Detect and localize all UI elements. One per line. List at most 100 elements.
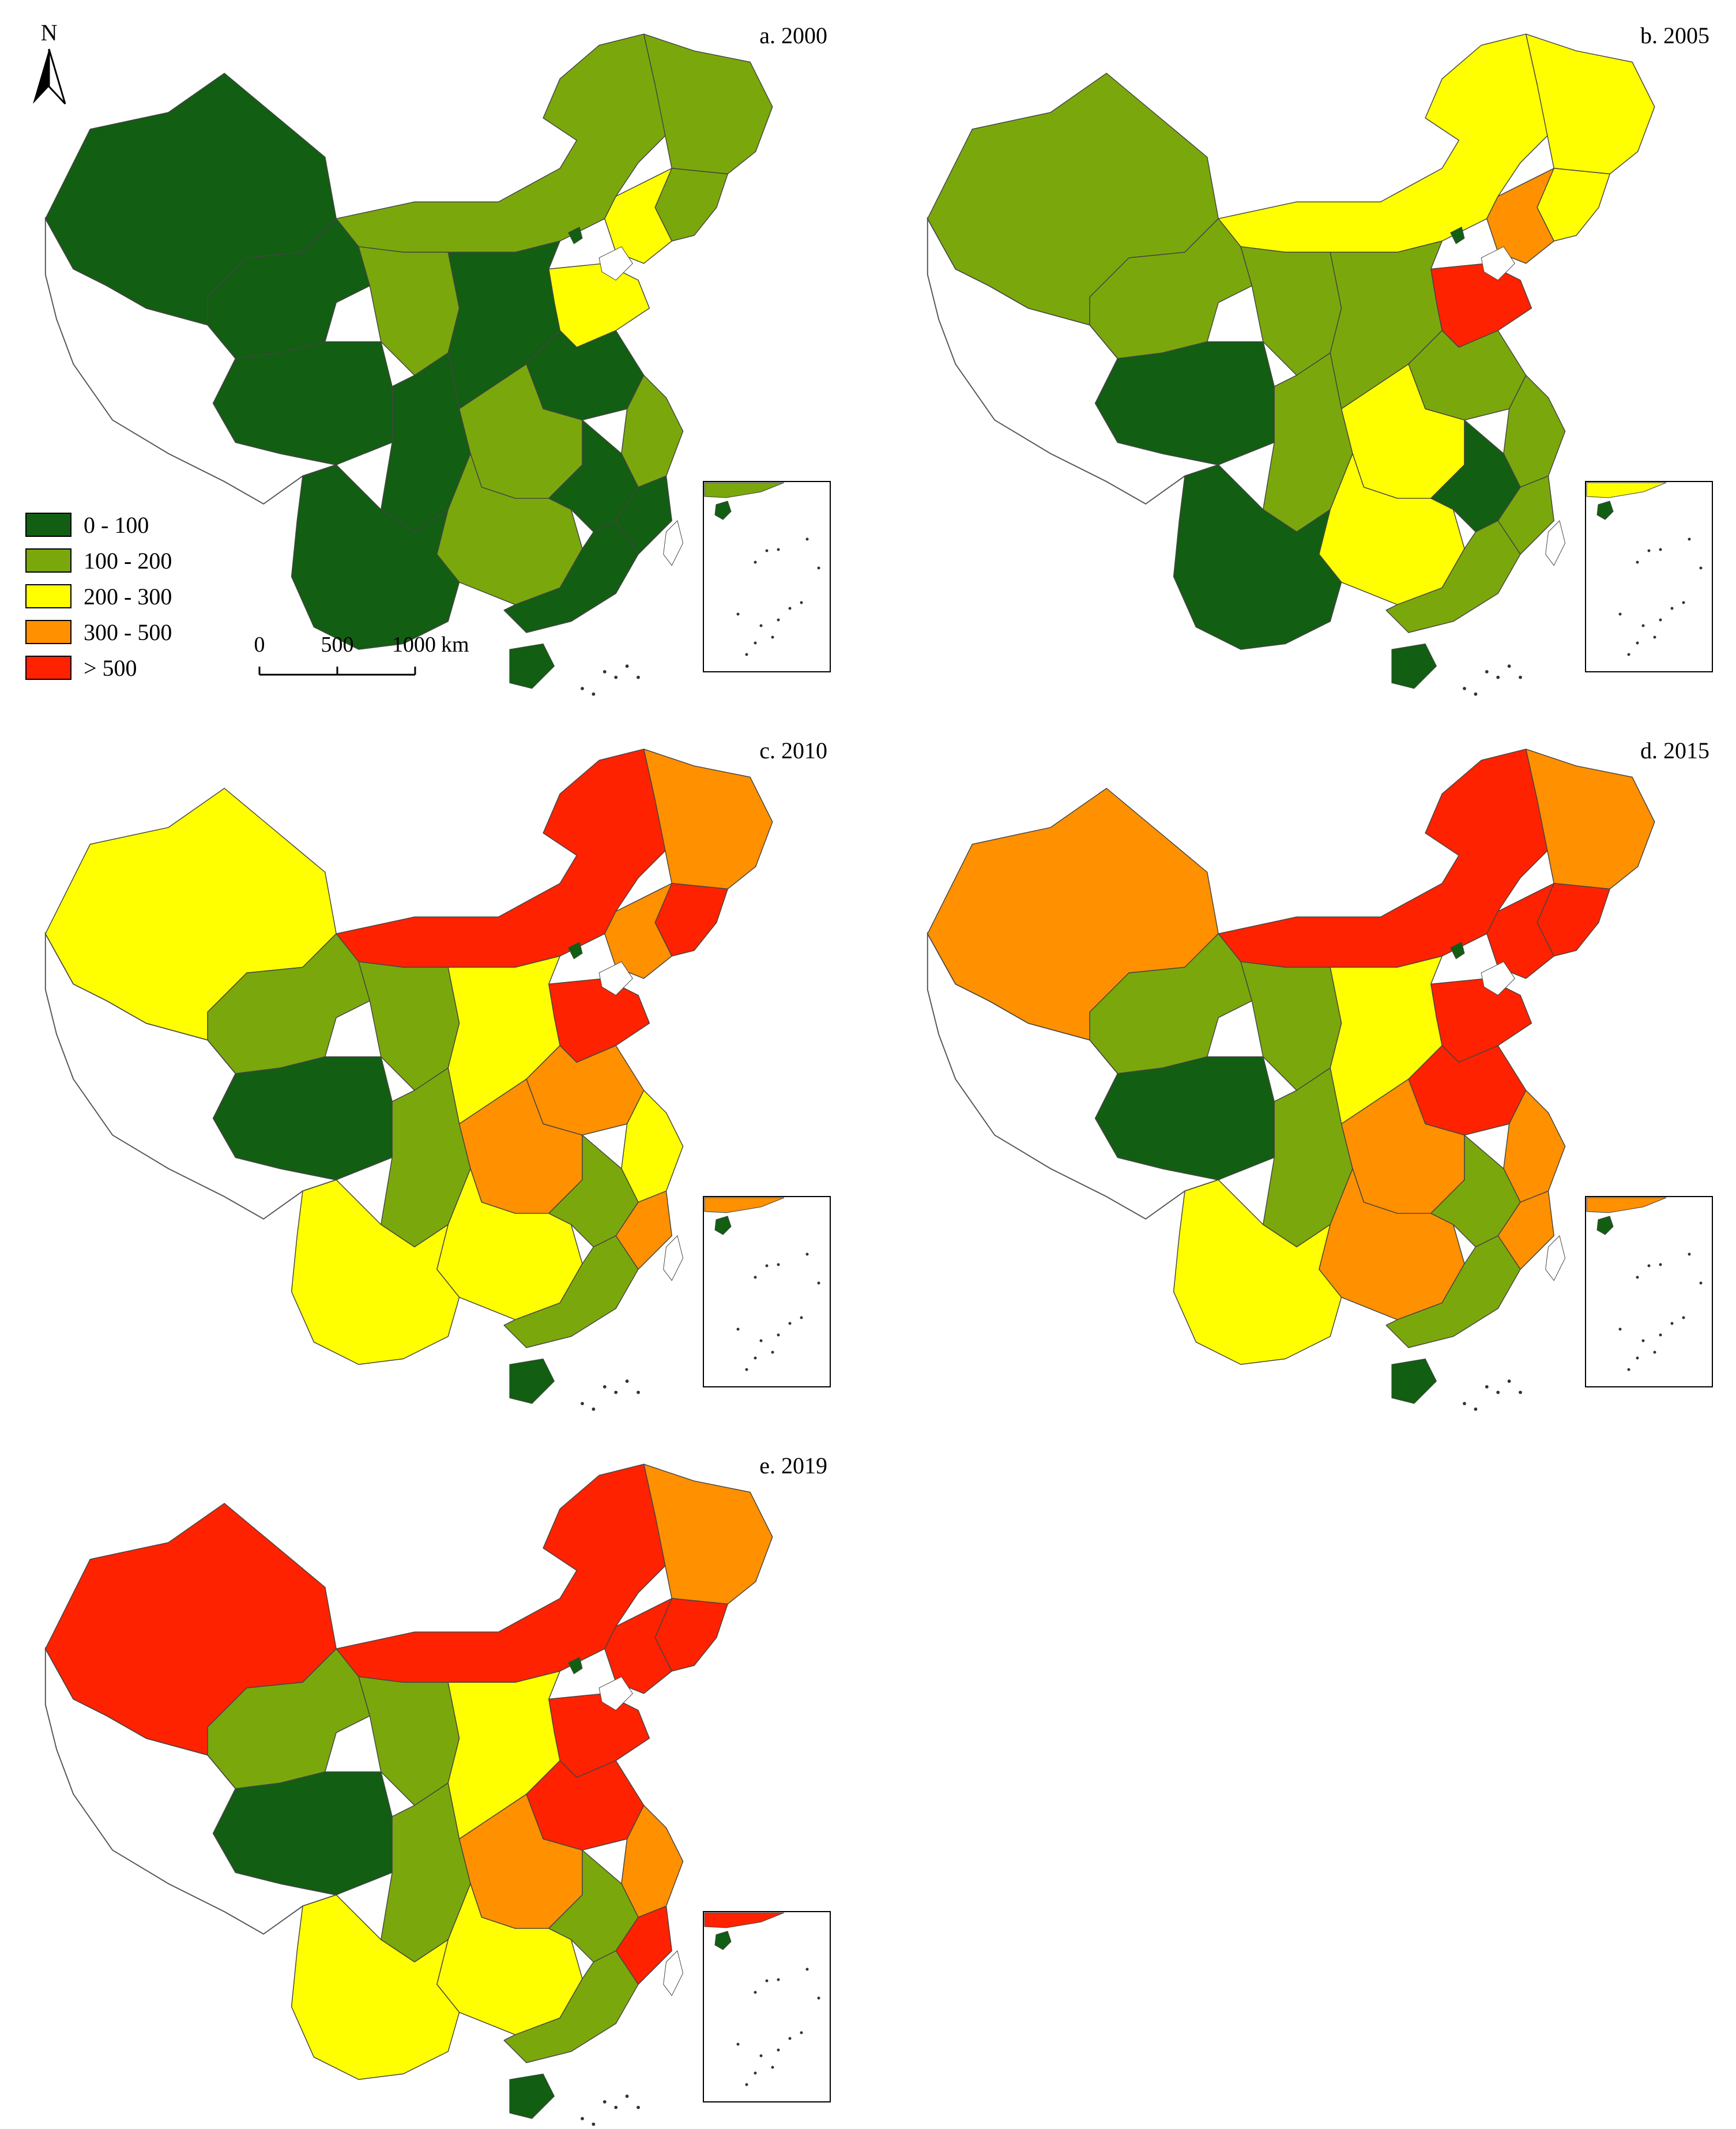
islet-1 [1496,1390,1500,1394]
inset-islet-0 [1647,549,1651,552]
region-15 [1497,475,1554,555]
inset-map [703,481,831,672]
region-18 [503,1235,639,1348]
inset-islet-2 [754,1991,757,1994]
islet-2 [625,1379,629,1383]
inset-islet-0 [765,1264,769,1267]
region-capital [568,942,583,960]
scale-unit: km [441,633,469,657]
map-panel-3: d. 2015 [927,738,1713,1411]
legend-swatch-1 [25,548,71,573]
inset-islet-9 [1653,635,1656,639]
region-15 [615,1190,672,1270]
inset-coast [1586,482,1667,498]
inset-islet-9 [771,2066,774,2069]
inset-islet-2 [1636,561,1639,564]
region-17 [291,1894,460,2080]
islet-3 [637,1390,640,1394]
inset-coast [704,482,785,498]
islet-4 [1463,1402,1466,1405]
legend-label-0: 0 - 100 [84,512,149,538]
inset-island [714,1216,732,1235]
region-3 [1525,748,1655,890]
region-capital [1450,227,1465,245]
region-island-outline [1545,1235,1566,1281]
panel-title-4: e. 2019 [759,1453,827,1479]
inset-islet-2 [754,561,757,564]
legend-label-1: 100 - 200 [84,548,172,574]
inset-islet-4 [1618,1327,1622,1331]
panel-title-3: d. 2015 [1640,738,1709,763]
inset-islet-11 [745,1368,748,1371]
inset-islet-9 [771,635,774,639]
legend: 0 - 100 100 - 200 200 - 300 300 - 500 > … [25,512,172,681]
inset-islet-10 [1636,641,1639,645]
region-island-outline [663,1235,684,1281]
inset-coast [704,1912,785,1928]
region-capital [1450,942,1465,960]
islet-4 [581,1402,584,1405]
inset-islet-4 [1618,612,1622,616]
inset-islet-8 [800,2031,803,2034]
region-17 [1173,464,1342,650]
inset-islet-10 [754,2071,757,2075]
islet-3 [1519,1390,1522,1394]
islet-4 [581,687,584,690]
inset-islet-5 [1641,624,1645,627]
islet-5 [592,1407,596,1411]
map-panels: a. 2000 b. 2005 c. 2010 d. 2015 e. 2019 [44,22,1713,2126]
islet-1 [614,1390,618,1394]
inset-islet-12 [817,566,820,570]
inset-islet-5 [759,1339,763,1342]
region-capital [568,1657,583,1675]
inset-islet-10 [754,641,757,645]
islet-4 [1463,687,1466,690]
region-15 [615,475,672,555]
sea-bay [1481,961,1515,996]
sea-bay [598,246,633,281]
inset-islet-6 [1659,618,1662,622]
inset-islet-11 [1627,653,1630,656]
north-arrow-label: N [41,20,58,46]
region-5 [604,1598,672,1694]
region-18 [503,1950,639,2063]
inset-islet-3 [1688,537,1691,541]
inset-coast [704,1197,785,1213]
sea-bay [598,961,633,996]
legend-swatch-2 [25,584,71,608]
region-3 [643,33,773,175]
inset-islet-4 [736,612,740,616]
region-3 [1525,33,1655,175]
inset-islet-11 [1627,1368,1630,1371]
islet-2 [625,664,629,668]
legend-label-2: 200 - 300 [84,584,172,610]
inset-island [1596,501,1614,520]
inset-islet-5 [759,2054,763,2057]
inset-islet-0 [765,549,769,552]
legend-label-3: 300 - 500 [84,619,172,645]
inset-island [714,1931,732,1950]
region-3 [643,1464,773,1605]
region-17 [291,464,460,650]
inset-coast [1586,1197,1667,1213]
north-arrow-icon: N [33,20,66,105]
legend-label-4: > 500 [84,655,137,681]
inset-island [714,501,732,520]
region-17 [1173,1179,1342,1365]
region-5 [1486,883,1554,979]
inset-islet-7 [1670,607,1674,610]
region-18 [503,520,639,633]
scale-label-500: 500 [321,633,354,657]
inset-islet-12 [817,1281,820,1285]
inset-islet-6 [1659,1333,1662,1337]
inset-islet-10 [754,1356,757,1360]
islet-0 [1485,669,1489,674]
islet-5 [1474,1407,1478,1411]
inset-island [1596,1216,1614,1235]
islet-0 [602,1385,607,1389]
inset-islet-1 [777,1978,780,1981]
sea-bay [598,1676,633,1711]
inset-map [703,1911,831,2102]
islet-1 [614,675,618,679]
inset-islet-6 [777,1333,780,1337]
